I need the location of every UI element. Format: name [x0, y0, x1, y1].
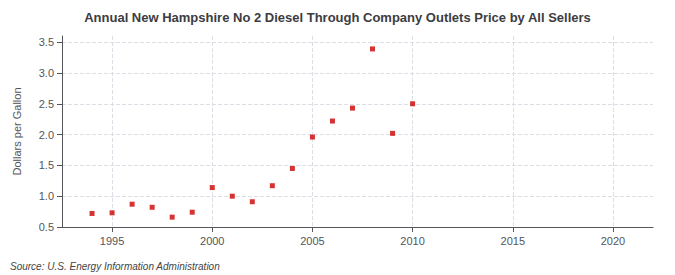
- svg-text:2.0: 2.0: [39, 129, 54, 141]
- svg-text:2.5: 2.5: [39, 98, 54, 110]
- svg-text:1995: 1995: [100, 235, 124, 247]
- svg-text:1.5: 1.5: [39, 159, 54, 171]
- svg-text:2005: 2005: [300, 235, 324, 247]
- svg-text:Source: U.S. Energy Informatio: Source: U.S. Energy Information Administ…: [10, 261, 220, 272]
- svg-text:2000: 2000: [200, 235, 224, 247]
- svg-text:0.5: 0.5: [39, 221, 54, 233]
- svg-text:Dollars per Gallon: Dollars per Gallon: [11, 87, 23, 175]
- svg-text:2020: 2020: [601, 235, 625, 247]
- svg-text:3.0: 3.0: [39, 67, 54, 79]
- svg-text:2015: 2015: [501, 235, 525, 247]
- svg-text:3.5: 3.5: [39, 36, 54, 48]
- svg-text:2010: 2010: [400, 235, 424, 247]
- svg-text:Annual New Hampshire No 2 Dies: Annual New Hampshire No 2 Diesel Through…: [84, 10, 591, 25]
- svg-text:1.0: 1.0: [39, 190, 54, 202]
